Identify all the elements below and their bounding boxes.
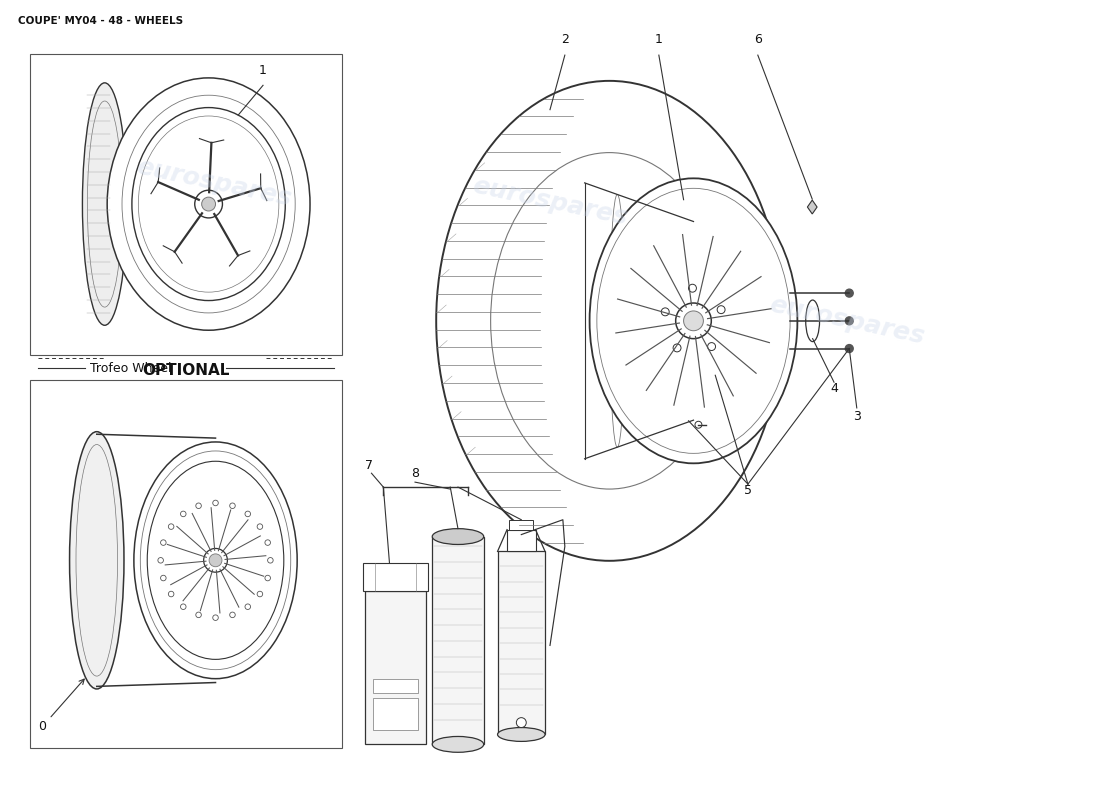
Circle shape xyxy=(689,284,696,292)
Text: COUPE' MY04 - 48 - WHEELS: COUPE' MY04 - 48 - WHEELS xyxy=(18,16,183,26)
Ellipse shape xyxy=(147,462,284,659)
Bar xyxy=(365,591,427,744)
Ellipse shape xyxy=(497,727,546,742)
Ellipse shape xyxy=(141,451,290,670)
Text: 3: 3 xyxy=(852,410,860,422)
Ellipse shape xyxy=(82,83,126,326)
Circle shape xyxy=(707,342,715,350)
Text: eurospares: eurospares xyxy=(470,174,630,230)
Bar xyxy=(373,698,418,730)
Circle shape xyxy=(516,718,526,727)
Circle shape xyxy=(161,540,166,546)
Circle shape xyxy=(845,345,854,353)
Text: 7: 7 xyxy=(364,459,373,472)
Circle shape xyxy=(212,615,218,621)
Bar xyxy=(363,563,428,591)
Text: eurospares: eurospares xyxy=(767,293,926,349)
Text: 8: 8 xyxy=(411,467,419,480)
Ellipse shape xyxy=(437,81,782,561)
Ellipse shape xyxy=(76,445,118,676)
Circle shape xyxy=(245,604,251,610)
Ellipse shape xyxy=(69,432,124,689)
Bar xyxy=(509,520,534,530)
Circle shape xyxy=(265,540,271,546)
Ellipse shape xyxy=(432,737,484,752)
Circle shape xyxy=(673,344,681,352)
Text: 1: 1 xyxy=(260,64,267,78)
Ellipse shape xyxy=(132,107,285,301)
Circle shape xyxy=(196,612,201,618)
Circle shape xyxy=(180,511,186,517)
Circle shape xyxy=(168,524,174,530)
Bar xyxy=(432,537,484,744)
Circle shape xyxy=(845,317,854,325)
Circle shape xyxy=(683,311,703,330)
Circle shape xyxy=(209,554,222,566)
Ellipse shape xyxy=(590,178,798,463)
Ellipse shape xyxy=(432,529,484,545)
Circle shape xyxy=(245,511,251,517)
Text: 5: 5 xyxy=(744,484,752,497)
Ellipse shape xyxy=(491,153,728,489)
Circle shape xyxy=(265,575,271,581)
Circle shape xyxy=(212,500,218,506)
Ellipse shape xyxy=(597,188,790,454)
Text: OPTIONAL: OPTIONAL xyxy=(143,363,230,378)
Circle shape xyxy=(180,604,186,610)
Circle shape xyxy=(675,303,712,338)
Text: Trofeo Wheel: Trofeo Wheel xyxy=(90,362,172,375)
Text: eurospares: eurospares xyxy=(134,154,294,210)
Polygon shape xyxy=(807,200,817,214)
Ellipse shape xyxy=(805,300,820,342)
Bar xyxy=(31,380,342,748)
Ellipse shape xyxy=(122,95,295,313)
Bar xyxy=(31,54,342,355)
Text: 1: 1 xyxy=(654,34,663,46)
Text: 4: 4 xyxy=(830,382,838,395)
Ellipse shape xyxy=(134,442,297,678)
Circle shape xyxy=(267,558,273,563)
Circle shape xyxy=(168,591,174,597)
Circle shape xyxy=(158,558,164,563)
Circle shape xyxy=(845,289,854,297)
Circle shape xyxy=(196,503,201,509)
Text: 0: 0 xyxy=(39,679,85,733)
Bar xyxy=(373,679,418,693)
Circle shape xyxy=(257,591,263,597)
Circle shape xyxy=(204,549,228,572)
Bar xyxy=(507,530,536,551)
Circle shape xyxy=(201,197,216,211)
Circle shape xyxy=(695,422,702,428)
Ellipse shape xyxy=(139,116,279,292)
Circle shape xyxy=(230,612,235,618)
Ellipse shape xyxy=(87,101,122,307)
Circle shape xyxy=(257,524,263,530)
Ellipse shape xyxy=(107,78,310,330)
Bar xyxy=(497,551,546,734)
Circle shape xyxy=(230,503,235,509)
Circle shape xyxy=(717,306,725,314)
Text: 6: 6 xyxy=(754,34,761,46)
Circle shape xyxy=(161,575,166,581)
Text: 2: 2 xyxy=(561,34,569,46)
Circle shape xyxy=(661,308,669,316)
Circle shape xyxy=(195,190,222,218)
